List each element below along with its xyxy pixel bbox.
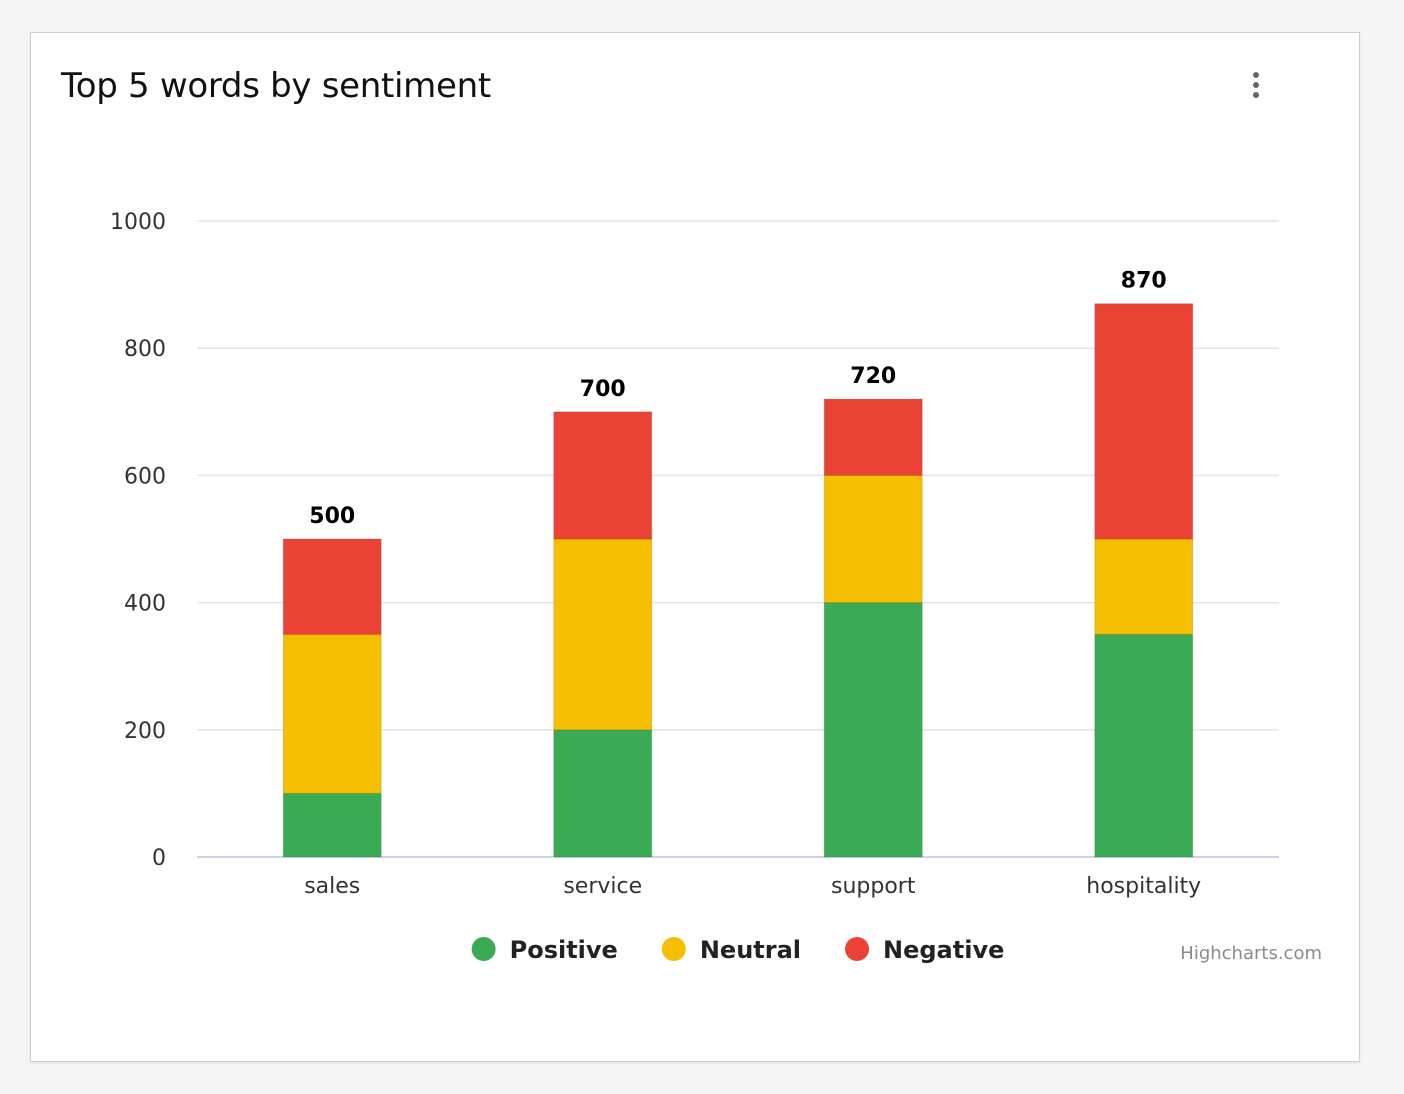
x-tick-label: service: [563, 874, 642, 899]
bar-segment-neutral[interactable]: [282, 633, 382, 794]
stack-total-label: 500: [309, 504, 355, 529]
bar-segment-positive[interactable]: [553, 729, 653, 858]
legend-label: Positive: [510, 936, 618, 964]
legend-item-neutral[interactable]: Neutral: [661, 936, 801, 964]
stack-total-label: 870: [1121, 269, 1167, 294]
legend-marker-icon: [471, 937, 496, 961]
bar-segment-neutral[interactable]: [823, 474, 923, 604]
bar-segment-negative[interactable]: [282, 538, 382, 635]
bar-segment-negative[interactable]: [553, 411, 653, 540]
bar-segment-positive[interactable]: [1094, 633, 1194, 858]
legend-marker-icon: [661, 937, 686, 961]
bar-segment-negative[interactable]: [823, 398, 923, 476]
bar-segment-positive[interactable]: [823, 602, 923, 858]
vertical-dots-icon: [1253, 72, 1259, 78]
x-tick-label: support: [831, 874, 916, 899]
bar-segment-neutral[interactable]: [1094, 538, 1194, 635]
y-tick-label: 1000: [110, 210, 166, 235]
legend-item-negative[interactable]: Negative: [845, 936, 1004, 964]
y-tick-label: 600: [124, 464, 166, 489]
credits-link[interactable]: Highcharts.com: [1180, 943, 1322, 964]
stack-total-labels: 500 700 720 870: [309, 269, 1166, 529]
y-axis-labels: 0 200 400 600 800 1000: [110, 210, 166, 871]
vertical-dots-icon: [1253, 92, 1259, 98]
x-axis-labels: sales service support hospitality: [304, 874, 1201, 899]
vertical-dots-icon: [1253, 82, 1259, 88]
legend-label: Neutral: [700, 936, 801, 964]
y-tick-label: 200: [124, 719, 166, 744]
x-tick-label: hospitality: [1086, 874, 1201, 899]
y-tick-label: 400: [124, 592, 166, 617]
y-tick-label: 800: [124, 337, 166, 362]
bar-series: [282, 303, 1194, 858]
bar-segment-neutral[interactable]: [553, 538, 653, 731]
x-tick-label: sales: [304, 874, 360, 899]
legend-label: Negative: [883, 936, 1004, 964]
context-menu-button[interactable]: [1244, 68, 1270, 102]
legend-marker-icon: [845, 937, 870, 961]
chart-title: Top 5 words by sentiment: [61, 66, 491, 106]
stack-total-label: 720: [850, 364, 896, 389]
stack-total-label: 700: [580, 377, 626, 402]
legend: Positive Neutral Negative: [471, 936, 1004, 964]
legend-item-positive[interactable]: Positive: [471, 936, 618, 964]
y-tick-label: 0: [152, 846, 166, 871]
bar-segment-negative[interactable]: [1094, 303, 1194, 540]
bar-segment-positive[interactable]: [282, 792, 382, 858]
